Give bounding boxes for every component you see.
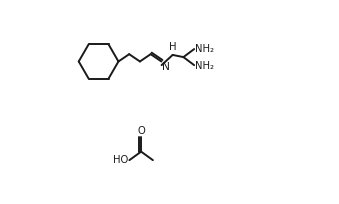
Text: H: H: [169, 42, 176, 52]
Text: HO: HO: [113, 155, 128, 165]
Text: NH₂: NH₂: [195, 44, 214, 54]
Text: O: O: [137, 126, 145, 136]
Text: N: N: [162, 62, 170, 72]
Text: NH₂: NH₂: [195, 61, 214, 71]
